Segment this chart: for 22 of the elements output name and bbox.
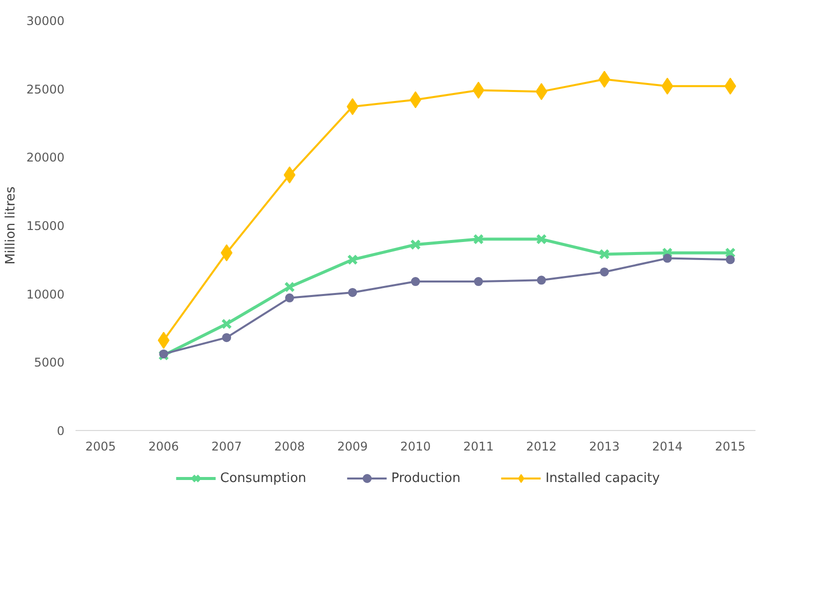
x-tick-label: 2005 <box>85 440 116 454</box>
x-tick-label: 2008 <box>274 440 305 454</box>
x-tick-label: 2007 <box>211 440 242 454</box>
x-tick-label: 2009 <box>337 440 368 454</box>
y-tick-label: 0 <box>56 424 65 438</box>
x-tick-label: 2010 <box>400 440 431 454</box>
x-tick-label: 2012 <box>526 440 557 454</box>
x-tick-label: 2013 <box>589 440 620 454</box>
y-tick-label: 10000 <box>26 287 65 302</box>
legend-label: Installed capacity <box>545 470 660 486</box>
x-tick-label: 2011 <box>463 440 494 454</box>
y-tick-label: 25000 <box>26 82 65 96</box>
y-tick-label: 20000 <box>26 150 65 165</box>
y-tick-label: 5000 <box>34 356 65 370</box>
y-tick-label: 30000 <box>26 14 65 28</box>
y-tick-label: 15000 <box>26 219 65 233</box>
x-tick-label: 2006 <box>148 440 179 454</box>
legend-label: Consumption <box>220 470 306 486</box>
legend-label: Production <box>391 470 460 486</box>
x-tick-label: 2015 <box>715 440 746 454</box>
x-tick-label: 2014 <box>652 440 683 454</box>
y-axis-title: Million litres <box>3 186 18 265</box>
